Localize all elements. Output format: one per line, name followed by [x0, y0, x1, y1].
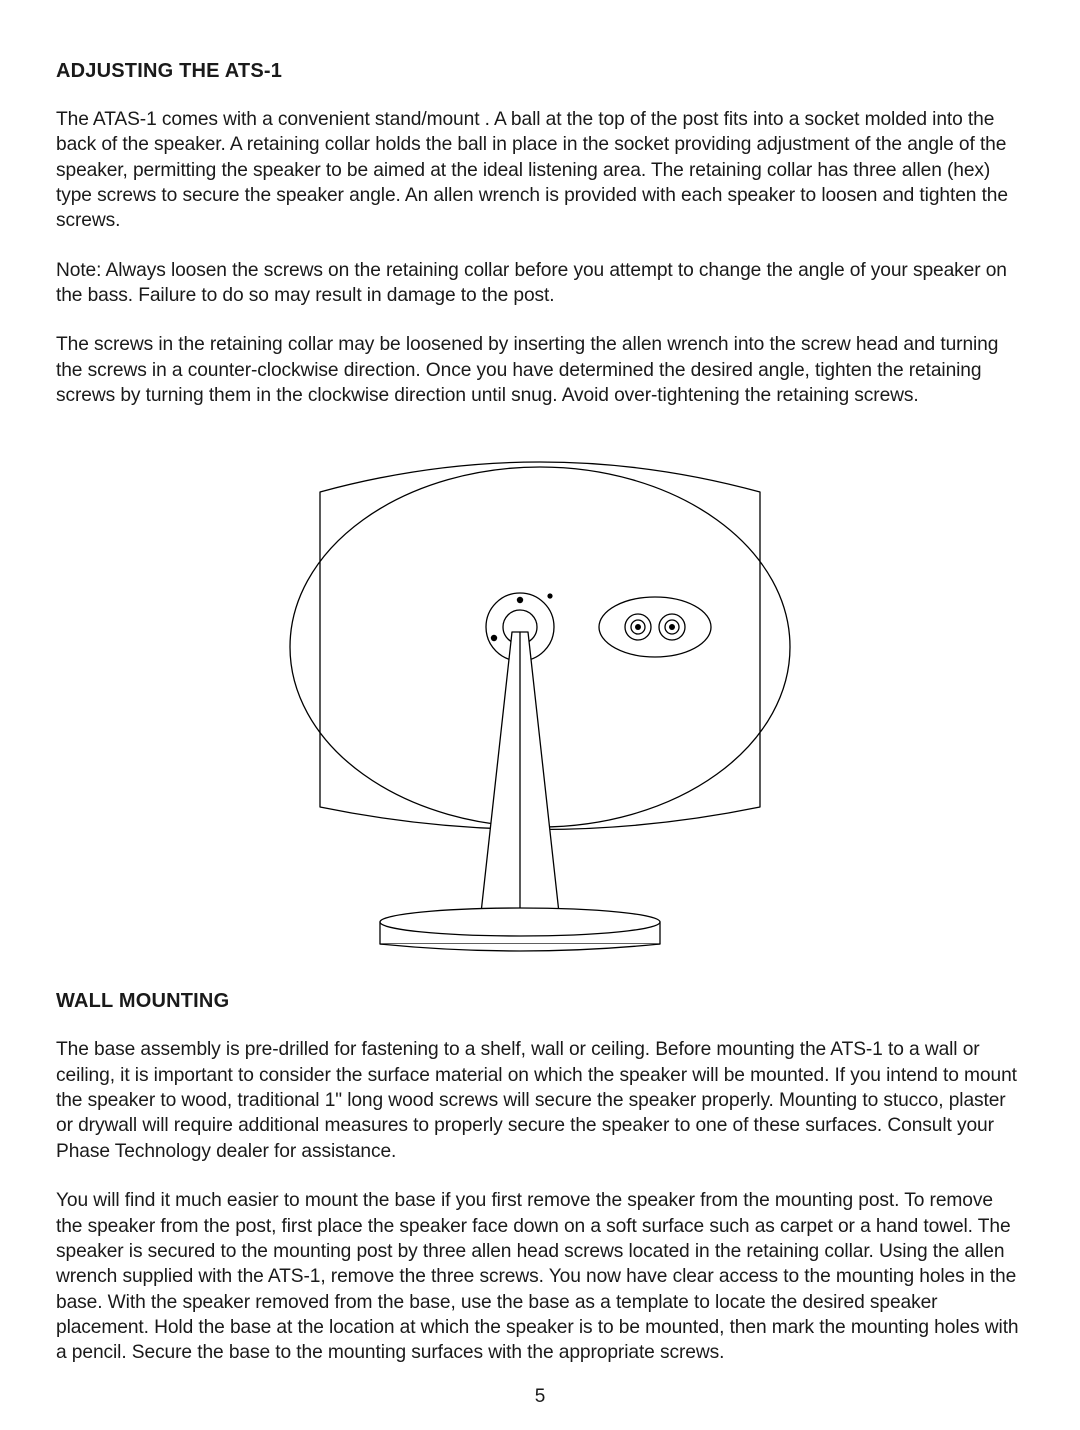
paragraph-adjusting-1: The ATAS-1 comes with a convenient stand… — [56, 107, 1024, 234]
terminal-cup — [599, 597, 711, 657]
speaker-diagram-svg — [260, 432, 820, 962]
binding-post-icon — [659, 614, 685, 640]
stand-post — [480, 632, 560, 922]
paragraph-adjusting-note: Note: Always loosen the screws on the re… — [56, 258, 1024, 309]
collar-screw-icon — [517, 597, 523, 603]
paragraph-wall-1: The base assembly is pre-drilled for fas… — [56, 1037, 1024, 1164]
speaker-diagram-figure — [56, 432, 1024, 962]
section-heading-adjusting: ADJUSTING THE ATS-1 — [56, 60, 1024, 83]
collar-screw-icon — [547, 594, 552, 599]
stand-base — [380, 908, 660, 951]
paragraph-adjusting-3: The screws in the retaining collar may b… — [56, 332, 1024, 408]
paragraph-wall-2: You will find it much easier to mount th… — [56, 1188, 1024, 1365]
manual-page: ADJUSTING THE ATS-1 The ATAS-1 comes wit… — [0, 0, 1080, 1430]
collar-screw-icon — [491, 635, 497, 641]
binding-post-icon — [625, 614, 651, 640]
section-heading-wall-mounting: WALL MOUNTING — [56, 990, 1024, 1013]
